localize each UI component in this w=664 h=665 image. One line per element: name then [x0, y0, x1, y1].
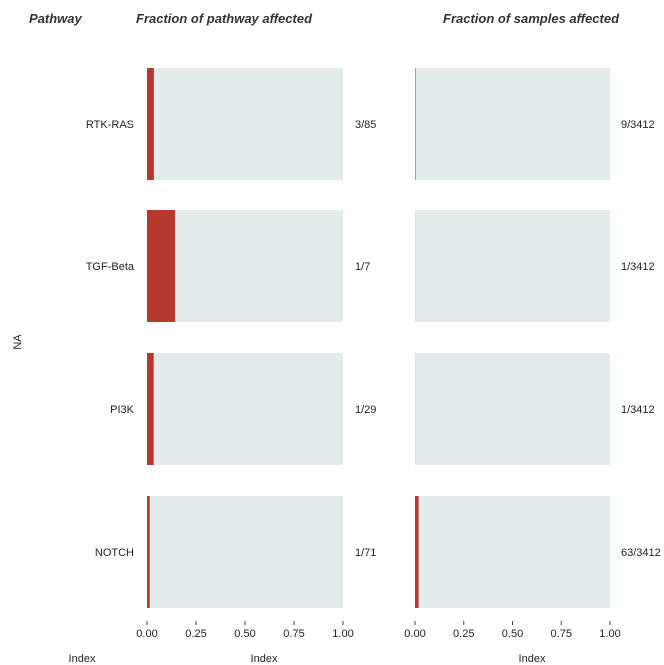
bar-p2-rtk-ras [415, 68, 416, 180]
tick-label-p1-0: 0.00 [136, 628, 157, 640]
bar-background-p1-pi3k [147, 353, 343, 465]
bar-background-p2-notch [415, 496, 610, 608]
tick-label-p1-4: 1.00 [332, 628, 353, 640]
tick-label-p2-2: 0.50 [502, 628, 523, 640]
tick-label-p2-0: 0.00 [404, 628, 425, 640]
bar-background-p1-tgf-beta [147, 210, 343, 322]
bar-background-p2-tgf-beta [415, 210, 610, 322]
bar-background-p1-rtk-ras [147, 68, 343, 180]
bar-p1-notch [147, 496, 150, 608]
data-label-p1-notch: 1/71 [355, 547, 376, 559]
category-label-rtk-ras: RTK-RAS [86, 119, 134, 131]
bar-background-p2-pi3k [415, 353, 610, 465]
data-label-p2-tgf-beta: 1/3412 [621, 261, 655, 273]
y-axis-label: NA [12, 334, 24, 350]
data-label-p2-notch: 63/3412 [621, 547, 661, 559]
panel-title-samples: Fraction of samples affected [443, 11, 620, 26]
data-label-p2-pi3k: 1/3412 [621, 404, 655, 416]
bar-background-p1-notch [147, 496, 343, 608]
bar-background-p2-rtk-ras [415, 68, 610, 180]
tick-label-p2-1: 0.25 [453, 628, 474, 640]
bar-p1-pi3k [147, 353, 154, 465]
data-label-p2-rtk-ras: 9/3412 [621, 119, 655, 131]
left-axis-xlabel: Index [69, 653, 96, 665]
data-label-p1-rtk-ras: 3/85 [355, 119, 376, 131]
category-label-pi3k: PI3K [110, 404, 135, 416]
category-label-notch: NOTCH [95, 547, 134, 559]
bar-p2-notch [415, 496, 419, 608]
category-label-tgf-beta: TGF-Beta [86, 261, 135, 273]
tick-label-p1-1: 0.25 [185, 628, 206, 640]
pathway-column-header: Pathway [29, 11, 83, 26]
tick-label-p2-3: 0.75 [551, 628, 572, 640]
panel-xlabel-samples: Index [519, 653, 546, 665]
panel-title-pathway: Fraction of pathway affected [136, 11, 313, 26]
data-label-p1-pi3k: 1/29 [355, 404, 376, 416]
tick-label-p1-2: 0.50 [234, 628, 255, 640]
tick-label-p1-3: 0.75 [283, 628, 304, 640]
panel-xlabel-pathway: Index [251, 653, 278, 665]
bar-p1-tgf-beta [147, 210, 176, 322]
tick-label-p2-4: 1.00 [599, 628, 620, 640]
bar-p1-rtk-ras [147, 68, 154, 180]
data-label-p1-tgf-beta: 1/7 [355, 261, 370, 273]
